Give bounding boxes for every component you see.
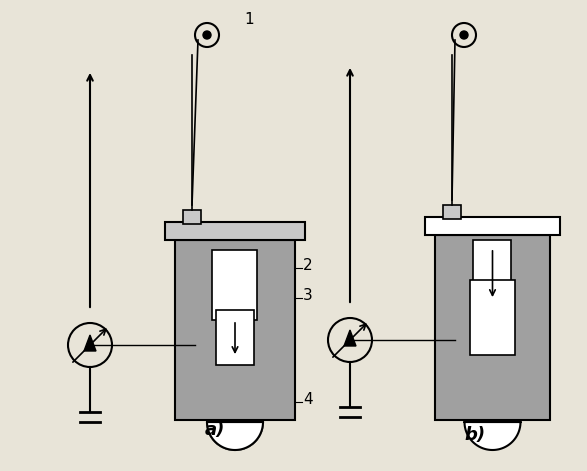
Polygon shape bbox=[464, 422, 521, 450]
Polygon shape bbox=[344, 330, 356, 346]
Polygon shape bbox=[84, 335, 96, 351]
Text: 1: 1 bbox=[244, 13, 254, 27]
FancyBboxPatch shape bbox=[474, 240, 511, 285]
FancyBboxPatch shape bbox=[470, 280, 515, 355]
FancyBboxPatch shape bbox=[165, 222, 305, 240]
FancyBboxPatch shape bbox=[212, 250, 258, 320]
Text: a): a) bbox=[205, 421, 225, 439]
Polygon shape bbox=[207, 422, 263, 450]
Circle shape bbox=[203, 31, 211, 39]
FancyBboxPatch shape bbox=[425, 217, 560, 235]
FancyBboxPatch shape bbox=[183, 210, 201, 224]
FancyBboxPatch shape bbox=[443, 205, 461, 219]
Text: 4: 4 bbox=[303, 392, 313, 407]
FancyBboxPatch shape bbox=[435, 235, 550, 420]
Text: 3: 3 bbox=[303, 287, 313, 302]
Circle shape bbox=[460, 31, 468, 39]
FancyBboxPatch shape bbox=[175, 240, 295, 420]
Text: 2: 2 bbox=[303, 258, 313, 273]
Text: b): b) bbox=[464, 426, 485, 444]
FancyBboxPatch shape bbox=[216, 310, 254, 365]
